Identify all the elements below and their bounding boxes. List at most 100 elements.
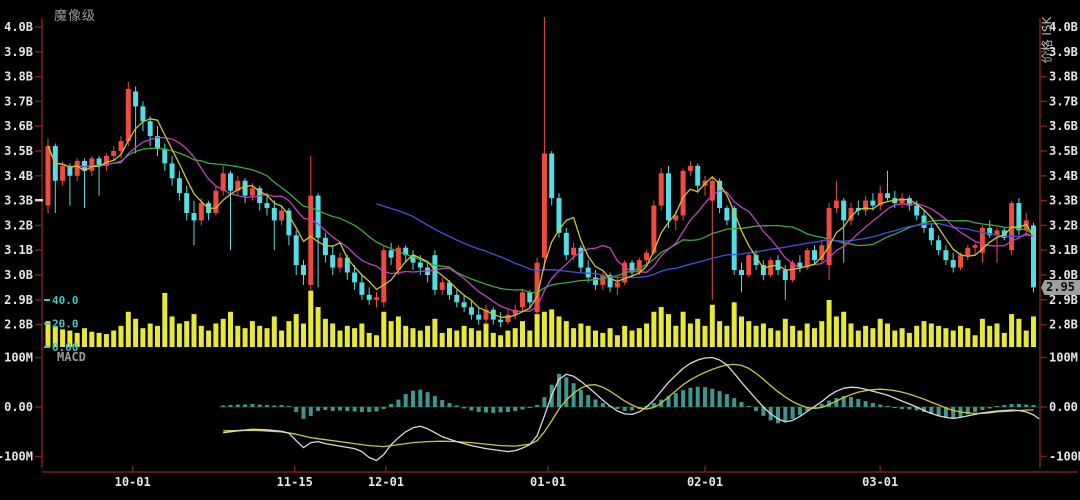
candle-body [410,255,416,263]
candle-body [585,267,591,278]
macd-histogram-bar [484,407,488,413]
macd-histogram-bar [965,407,970,415]
volume-bar [651,311,657,347]
candle-body [658,173,664,206]
left-axis-tick-label: 3.6B [4,119,33,133]
volume-bar [571,328,577,347]
macd-histogram-bar [1024,404,1029,407]
macd-histogram-bar [374,407,379,412]
volume-bar [111,330,117,347]
candle-body [228,173,233,191]
macd-panel-label: MACD [57,350,86,364]
macd-histogram-bar [345,407,350,411]
candle-body [184,193,190,213]
macd-histogram-bar [973,407,978,412]
x-axis-tick-label: 03-01 [862,475,898,489]
volume-bar [943,328,949,347]
left-axis-tick-label: 0.00 [4,400,33,414]
volume-bar [877,318,883,347]
right-axis-tick-label: 3.1B [1049,243,1078,257]
macd-histogram-bar [301,407,306,419]
candle-body [176,178,182,194]
volume-bar [636,328,642,347]
volume-bar [82,328,87,347]
volume-bar [103,334,109,347]
volume-bar [1031,316,1036,347]
volume-bar [322,318,328,347]
volume-bar [220,318,226,347]
macd-histogram-bar [454,405,459,407]
macd-histogram-bar [257,404,262,407]
volume-bar [534,314,540,347]
volume-bar [468,328,474,347]
macd-histogram-bar [790,407,795,419]
candle-body [147,121,153,137]
macd-histogram-bar [688,387,693,407]
candle-body [1016,203,1022,231]
volume-bar [301,323,306,347]
volume-bar [388,321,394,347]
macd-histogram-bar [943,407,948,418]
candle-body [308,195,314,285]
volume-bar [439,332,445,347]
candle-body [958,255,963,268]
volume-bar [45,321,51,347]
candle-body [870,200,876,206]
left-axis-tick-label: 3.8B [4,70,33,84]
macd-histogram-bar [564,377,569,407]
volume-bar [739,316,744,347]
volume-bar [644,323,650,347]
candle-body [133,91,139,107]
candle-body [644,252,650,261]
macd-histogram-bar [600,403,605,407]
volume-bar [198,325,204,347]
right-axis-tick-label: 0.00 [1049,400,1078,414]
volume-bar [133,318,139,347]
left-axis-tick-label: 100M [4,351,33,365]
candle-body [680,170,686,216]
candle-body [833,200,839,209]
volume-bar [1016,318,1022,347]
macd-histogram-bar [776,407,780,424]
volume-bar [614,335,620,347]
left-axis-tick-label: -100M [0,450,33,464]
volume-bar [541,311,547,347]
x-axis-tick-label: 10-01 [115,475,151,489]
macd-histogram-bar [819,404,824,407]
candle-body [636,260,642,273]
x-axis-tick-label: 11-15 [277,475,313,489]
volume-bar [841,311,847,347]
macd-histogram-bar [389,404,394,407]
macd-histogram-bar [673,393,678,407]
candle-body [687,165,693,171]
volume-bar [461,325,467,347]
macd-histogram-bar [834,398,839,407]
ma-mid-line [47,136,1034,313]
volume-bar [454,330,460,347]
macd-histogram-bar [666,396,671,407]
macd-histogram-bar [980,407,985,410]
macd-histogram [221,373,1036,424]
macd-histogram-bar [396,399,401,407]
chart-title: 魔像级 [54,9,97,24]
candle-body [82,160,87,171]
candle-body [264,203,270,209]
candle-body [578,247,584,268]
volume-bar [228,311,233,347]
macd-histogram-bar [1016,404,1021,407]
candle-body [344,257,350,273]
volume-bar [979,318,985,347]
volume-bar [987,325,993,347]
candle-body [972,245,978,248]
volume-bar [731,302,737,347]
volume-bar [206,330,212,347]
macd-histogram-bar [914,407,919,411]
macd-dif-line [223,356,1040,462]
candle-body [695,165,701,186]
candle-body [476,314,482,320]
macd-histogram-bar [491,407,496,413]
candle-body [403,247,409,256]
candle-body [921,215,927,228]
macd-histogram-bar [578,389,583,407]
